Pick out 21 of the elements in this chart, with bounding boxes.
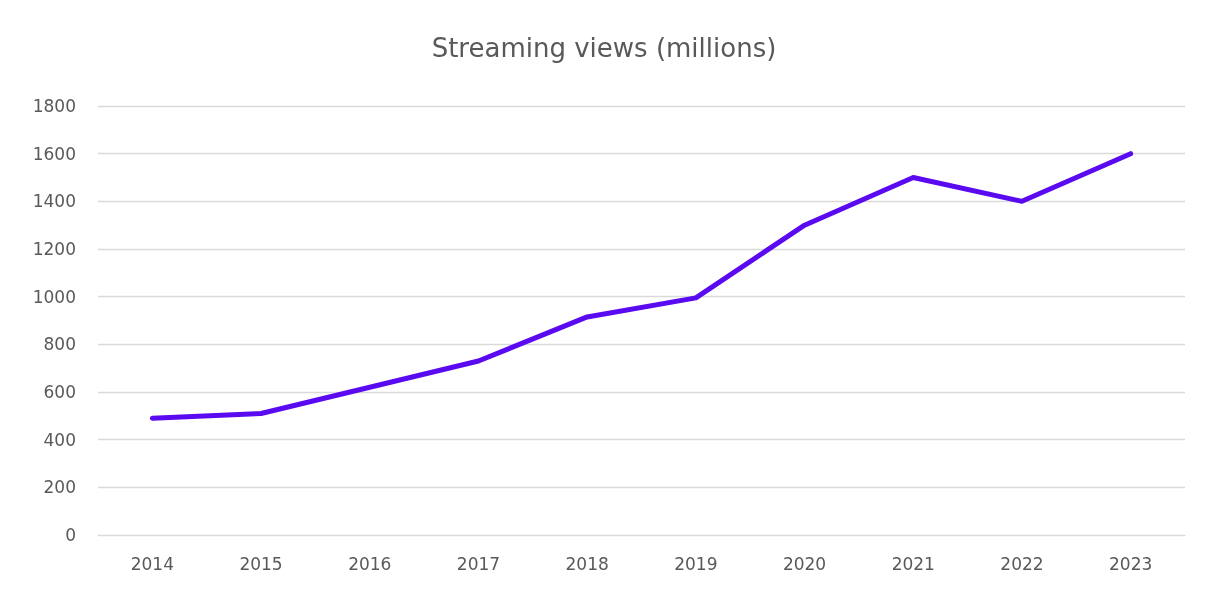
x-tick-label: 2018 <box>565 553 609 574</box>
x-tick-label: 2022 <box>1000 553 1044 574</box>
y-tick-label: 600 <box>43 382 76 402</box>
x-tick-label: 2015 <box>239 553 283 574</box>
y-tick-label: 1600 <box>32 143 76 164</box>
x-tick-label: 2016 <box>348 553 392 574</box>
x-tick-label: 2014 <box>130 553 174 574</box>
x-tick-label: 2020 <box>782 553 827 574</box>
y-tick-label: 400 <box>43 429 76 450</box>
x-tick-label: 2019 <box>674 553 718 574</box>
y-tick-label: 800 <box>43 334 76 355</box>
x-tick-label: 2023 <box>1109 553 1153 574</box>
y-tick-label: 0 <box>65 525 76 545</box>
y-tick-label: 1400 <box>32 191 76 212</box>
y-tick-label: 1000 <box>32 286 76 307</box>
chart-title: Streaming views (millions) <box>431 33 777 63</box>
x-tick-label: 2017 <box>456 553 501 574</box>
y-tick-label: 200 <box>43 477 76 498</box>
y-tick-label: 1800 <box>32 96 76 116</box>
x-tick-label: 2021 <box>891 553 935 574</box>
y-tick-label: 1200 <box>32 239 76 259</box>
